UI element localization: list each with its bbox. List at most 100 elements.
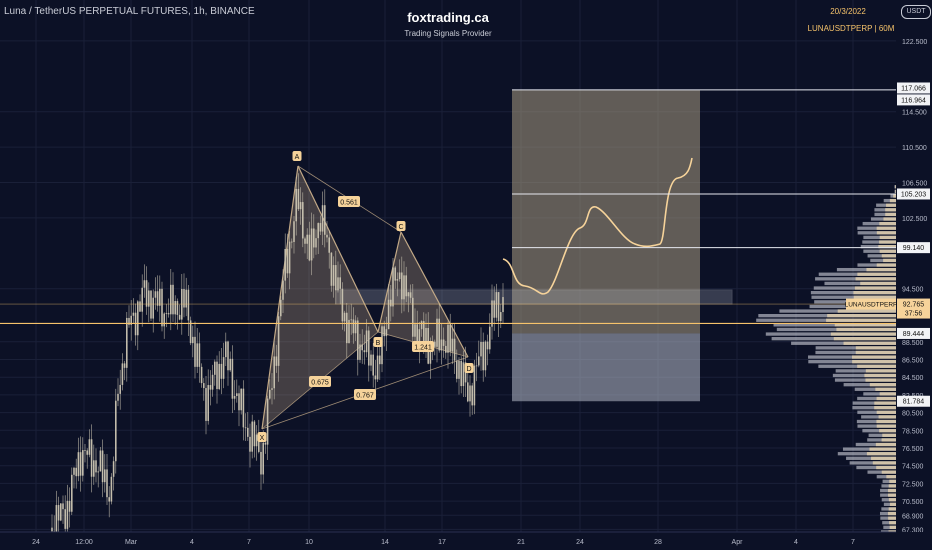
price-tick: 94.500	[902, 287, 924, 294]
volume-bar-buy	[876, 396, 896, 401]
candle-body	[104, 469, 106, 483]
candle-body	[392, 267, 394, 307]
volume-bar-buy	[855, 350, 896, 355]
volume-bar-buy	[889, 502, 896, 506]
candle-body	[73, 467, 75, 475]
level-price-badge	[897, 395, 930, 407]
candle-body	[368, 330, 370, 366]
candle-body	[286, 249, 289, 274]
volume-bar-buy	[879, 392, 896, 396]
candle-body	[350, 319, 352, 321]
candle-body	[456, 360, 458, 379]
price-tick: 114.500	[902, 110, 927, 117]
candle-body	[51, 527, 53, 532]
volume-bar-buy	[882, 433, 896, 437]
current-price-badge	[897, 298, 930, 310]
level-price-badge	[897, 94, 930, 106]
volume-bar-buy	[875, 442, 896, 447]
projection-path	[502, 157, 693, 295]
candle-body	[110, 476, 113, 502]
volume-bar-buy	[886, 475, 896, 479]
candle-body	[442, 339, 445, 346]
candle-body	[343, 312, 346, 322]
candle-body	[478, 356, 480, 366]
candle-body	[244, 427, 247, 429]
ratio-label: 1.241	[414, 345, 432, 352]
currency-badge[interactable]: USDT	[901, 5, 931, 19]
point-label-a: A	[295, 154, 300, 161]
volume-bar-buy	[864, 373, 896, 378]
time-tick: 10	[305, 539, 313, 546]
candle-body	[209, 385, 212, 390]
candle-body	[62, 503, 64, 510]
candle-body	[117, 393, 119, 401]
candle-body	[225, 341, 227, 358]
candle-body	[394, 267, 396, 281]
volume-bar-buy	[889, 525, 896, 529]
volume-bar-buy	[871, 456, 896, 460]
candle-body	[264, 442, 267, 445]
candle-body	[77, 452, 80, 477]
candle-body	[416, 324, 418, 348]
candle-body	[214, 361, 216, 375]
candle-body	[167, 313, 170, 315]
time-tick: 21	[517, 539, 525, 546]
volume-bar-buy	[888, 488, 896, 493]
candle-body	[185, 289, 187, 308]
candle-body	[379, 355, 381, 365]
candle-body	[339, 277, 341, 289]
candle-body	[405, 275, 407, 297]
volume-bar-buy	[876, 419, 896, 424]
volume-bar-buy	[837, 309, 896, 313]
candle-body	[260, 451, 262, 475]
volume-profile	[756, 185, 896, 534]
candle-body	[493, 300, 495, 318]
candle-body	[55, 505, 58, 544]
candle-body	[423, 321, 425, 344]
brand-subtitle: Trading Signals Provider	[404, 29, 492, 38]
ratio-label: 0.561	[340, 200, 358, 207]
candle-body	[321, 205, 324, 232]
price-tick: 122.500	[902, 39, 927, 46]
volume-bar-buy	[852, 355, 896, 359]
volume-bar-buy	[876, 465, 896, 470]
position-zones	[335, 89, 733, 402]
volume-bar	[771, 337, 896, 341]
level-price-badge	[897, 188, 930, 200]
price-axis[interactable]: 122.500 114.500 110.500 106.500 102.500 94.50…	[845, 0, 932, 550]
volume-bar-buy	[857, 364, 896, 368]
volume-bar-buy	[865, 378, 896, 382]
candle-body	[495, 292, 498, 318]
candle-body	[453, 338, 456, 361]
volume-bar-buy	[889, 521, 896, 525]
candle-body	[207, 385, 209, 421]
symbol-title: Luna / TetherUS PERPETUAL FUTURES, 1h, B…	[4, 6, 255, 17]
pattern-ratio-labels: 0.561 0.675 0.767 1.241	[309, 196, 434, 400]
candle-body	[159, 288, 161, 306]
volume-bar-buy	[834, 323, 896, 327]
candle-body	[420, 321, 423, 330]
candle-body	[398, 272, 401, 280]
time-tick: 24	[32, 539, 40, 546]
volume-bar-buy	[860, 281, 896, 286]
candle-body	[148, 290, 150, 307]
candle-body	[128, 317, 130, 325]
candle-body	[123, 363, 126, 368]
price-tick: 106.500	[902, 181, 927, 188]
time-axis[interactable]: 24 12:00 Mar 4 7 10 14 17 21 24 28 Apr 4 7	[0, 531, 932, 550]
volume-bar-buy	[879, 429, 896, 433]
point-label-box	[257, 432, 267, 442]
candle-body	[255, 434, 258, 447]
volume-bar-buy	[855, 277, 896, 281]
volume-bar	[881, 484, 896, 488]
point-label-b: B	[376, 340, 381, 347]
current-price-badge	[897, 307, 930, 319]
volume-bar-buy	[869, 447, 896, 451]
pattern-bcd-fill	[378, 232, 468, 357]
candle-body	[251, 421, 253, 452]
candle-body	[130, 315, 132, 325]
candle-body	[273, 356, 275, 389]
price-tick: 88.500	[902, 340, 924, 347]
volume-bar-buy	[886, 203, 896, 207]
